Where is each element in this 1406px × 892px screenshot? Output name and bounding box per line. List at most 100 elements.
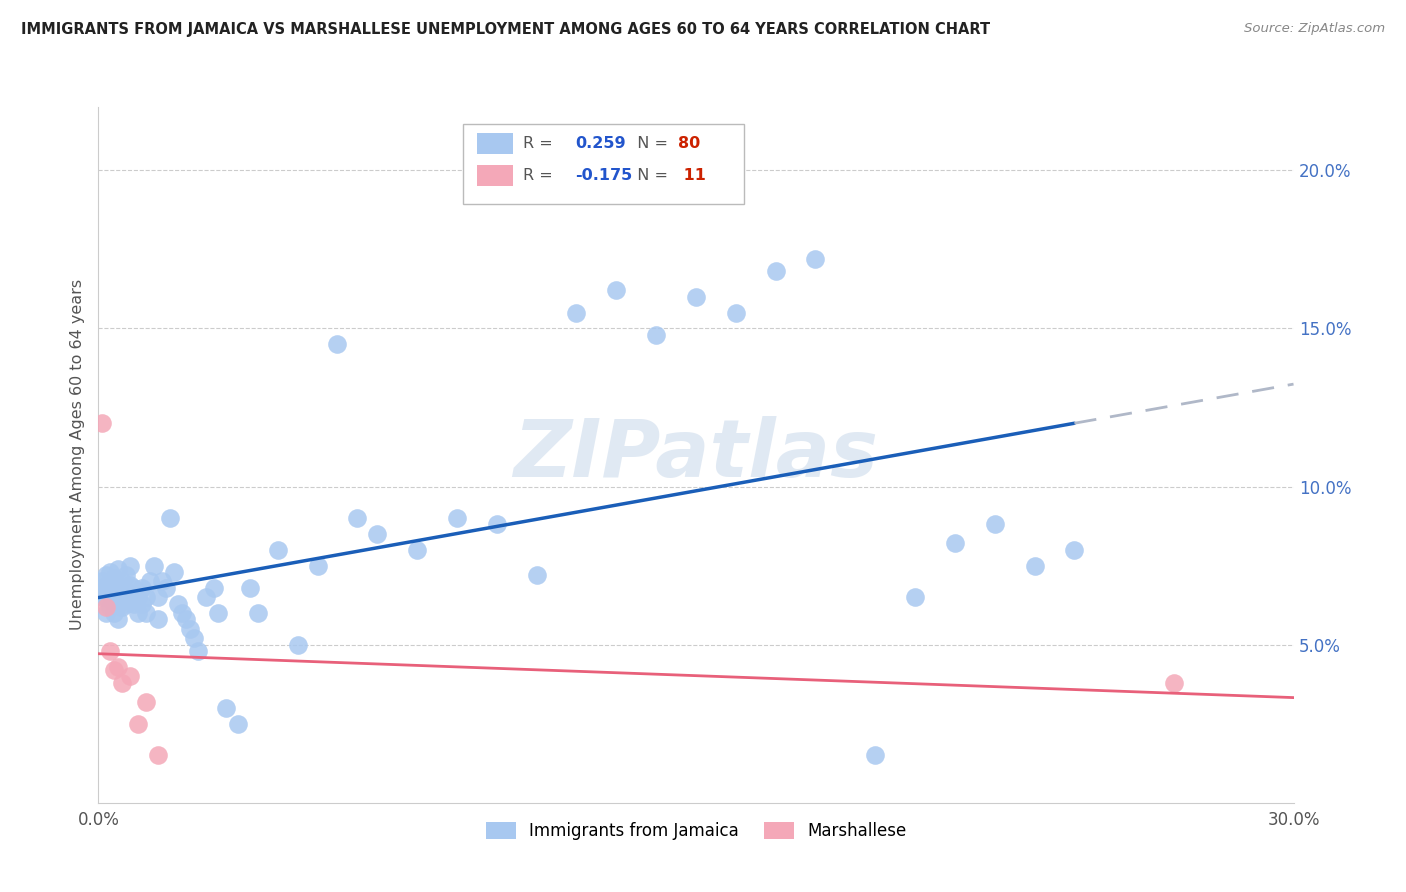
- Point: [226, 716, 249, 731]
- Text: 0.259: 0.259: [575, 136, 626, 152]
- Point: [215, 701, 238, 715]
- Point: [135, 606, 157, 620]
- Text: R =: R =: [523, 168, 558, 183]
- Point: [120, 669, 142, 683]
- Point: [446, 511, 468, 525]
- Point: [187, 644, 209, 658]
- Point: [239, 581, 262, 595]
- Point: [124, 597, 146, 611]
- Point: [943, 536, 966, 550]
- Point: [96, 606, 118, 620]
- Point: [111, 599, 134, 614]
- Point: [91, 574, 114, 589]
- Point: [685, 290, 707, 304]
- Point: [127, 716, 149, 731]
- Point: [565, 305, 588, 319]
- Point: [143, 558, 166, 573]
- Point: [724, 305, 747, 319]
- Point: [111, 587, 134, 601]
- Point: [96, 591, 118, 605]
- Point: [103, 663, 125, 677]
- Point: [120, 577, 142, 591]
- Point: [287, 638, 309, 652]
- Point: [307, 558, 329, 573]
- Point: [111, 675, 134, 690]
- FancyBboxPatch shape: [477, 134, 513, 154]
- Text: 11: 11: [678, 168, 706, 183]
- Point: [107, 612, 129, 626]
- Point: [107, 562, 129, 576]
- Text: R =: R =: [523, 136, 558, 152]
- Point: [246, 606, 269, 620]
- Point: [605, 284, 627, 298]
- Point: [124, 581, 146, 595]
- Point: [1163, 675, 1185, 690]
- Point: [267, 542, 290, 557]
- Point: [765, 264, 787, 278]
- Point: [111, 574, 134, 589]
- Point: [103, 571, 125, 585]
- Point: [163, 565, 186, 579]
- Point: [159, 511, 181, 525]
- Point: [103, 606, 125, 620]
- Point: [904, 591, 927, 605]
- Point: [183, 632, 205, 646]
- Point: [139, 574, 162, 589]
- Point: [150, 574, 173, 589]
- Point: [1063, 542, 1085, 557]
- Point: [645, 327, 668, 342]
- Point: [96, 599, 118, 614]
- Point: [148, 612, 170, 626]
- Point: [135, 695, 157, 709]
- Point: [91, 591, 114, 605]
- Point: [98, 565, 122, 579]
- Point: [984, 517, 1007, 532]
- Point: [107, 597, 129, 611]
- Text: IMMIGRANTS FROM JAMAICA VS MARSHALLESE UNEMPLOYMENT AMONG AGES 60 TO 64 YEARS CO: IMMIGRANTS FROM JAMAICA VS MARSHALLESE U…: [21, 22, 990, 37]
- Point: [485, 517, 508, 532]
- Point: [98, 587, 122, 601]
- Point: [120, 558, 142, 573]
- Point: [179, 622, 201, 636]
- Point: [174, 612, 197, 626]
- Point: [115, 568, 138, 582]
- Point: [131, 597, 153, 611]
- Point: [96, 581, 118, 595]
- Point: [107, 660, 129, 674]
- Point: [346, 511, 368, 525]
- Point: [207, 606, 229, 620]
- Point: [115, 597, 138, 611]
- Point: [1024, 558, 1046, 573]
- Text: ZIPatlas: ZIPatlas: [513, 416, 879, 494]
- Point: [96, 568, 118, 582]
- Point: [103, 583, 125, 598]
- Point: [115, 583, 138, 598]
- Point: [804, 252, 827, 266]
- Point: [91, 581, 114, 595]
- Point: [98, 644, 122, 658]
- Point: [195, 591, 218, 605]
- Y-axis label: Unemployment Among Ages 60 to 64 years: Unemployment Among Ages 60 to 64 years: [69, 279, 84, 631]
- Point: [148, 748, 170, 763]
- Point: [91, 417, 114, 431]
- Point: [326, 337, 349, 351]
- Text: N =: N =: [627, 136, 673, 152]
- Point: [155, 581, 177, 595]
- Point: [172, 606, 194, 620]
- Point: [406, 542, 429, 557]
- Text: N =: N =: [627, 168, 673, 183]
- Text: 80: 80: [678, 136, 700, 152]
- Text: -0.175: -0.175: [575, 168, 633, 183]
- Point: [167, 597, 190, 611]
- Legend: Immigrants from Jamaica, Marshallese: Immigrants from Jamaica, Marshallese: [479, 815, 912, 847]
- Text: Source: ZipAtlas.com: Source: ZipAtlas.com: [1244, 22, 1385, 36]
- Point: [127, 591, 149, 605]
- Point: [127, 606, 149, 620]
- Point: [131, 581, 153, 595]
- Point: [526, 568, 548, 582]
- Point: [103, 597, 125, 611]
- Point: [202, 581, 225, 595]
- Point: [107, 581, 129, 595]
- Point: [366, 527, 388, 541]
- FancyBboxPatch shape: [463, 124, 744, 204]
